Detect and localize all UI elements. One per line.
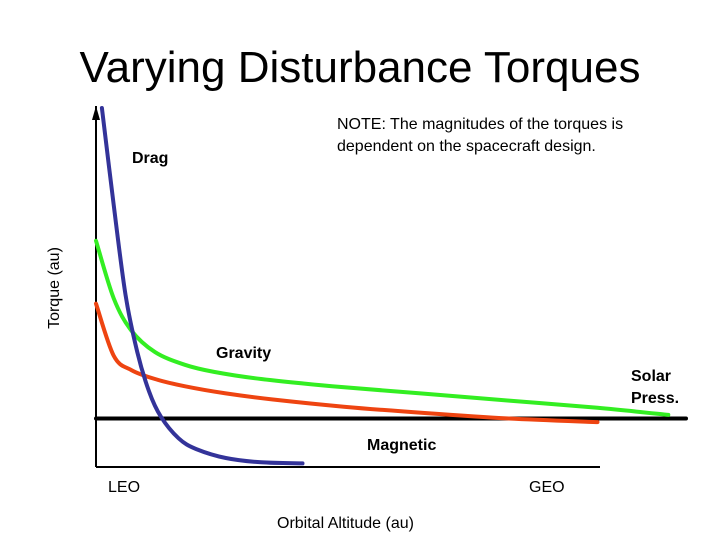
design-note-line-1: NOTE: The magnitudes of the torques is [337, 116, 624, 133]
x-tick-label-leo: LEO [108, 479, 141, 496]
series-label-solar-press: Solar Press. [631, 366, 679, 410]
y-axis-arrowhead [92, 106, 100, 120]
y-axis-label: Torque (au) [46, 247, 63, 329]
series-label-solar-line-1: Solar [631, 368, 672, 385]
design-note-line-2: dependent on the spacecraft design. [337, 138, 596, 155]
series-line-gravity [94, 238, 671, 417]
x-tick-label-geo: GEO [529, 479, 565, 496]
series-line-drag [99, 106, 305, 466]
series-label-drag: Drag [132, 150, 169, 167]
slide-title: Varying Disturbance Torques [79, 43, 641, 92]
series-label-magnetic: Magnetic [367, 437, 437, 454]
design-note: NOTE: The magnitudes of the torques is d… [337, 114, 623, 158]
x-axis-label: Orbital Altitude (au) [277, 515, 414, 532]
series-label-solar-line-2: Press. [631, 390, 680, 407]
series-label-gravity: Gravity [216, 345, 272, 362]
series-line-solar-press [94, 301, 600, 425]
